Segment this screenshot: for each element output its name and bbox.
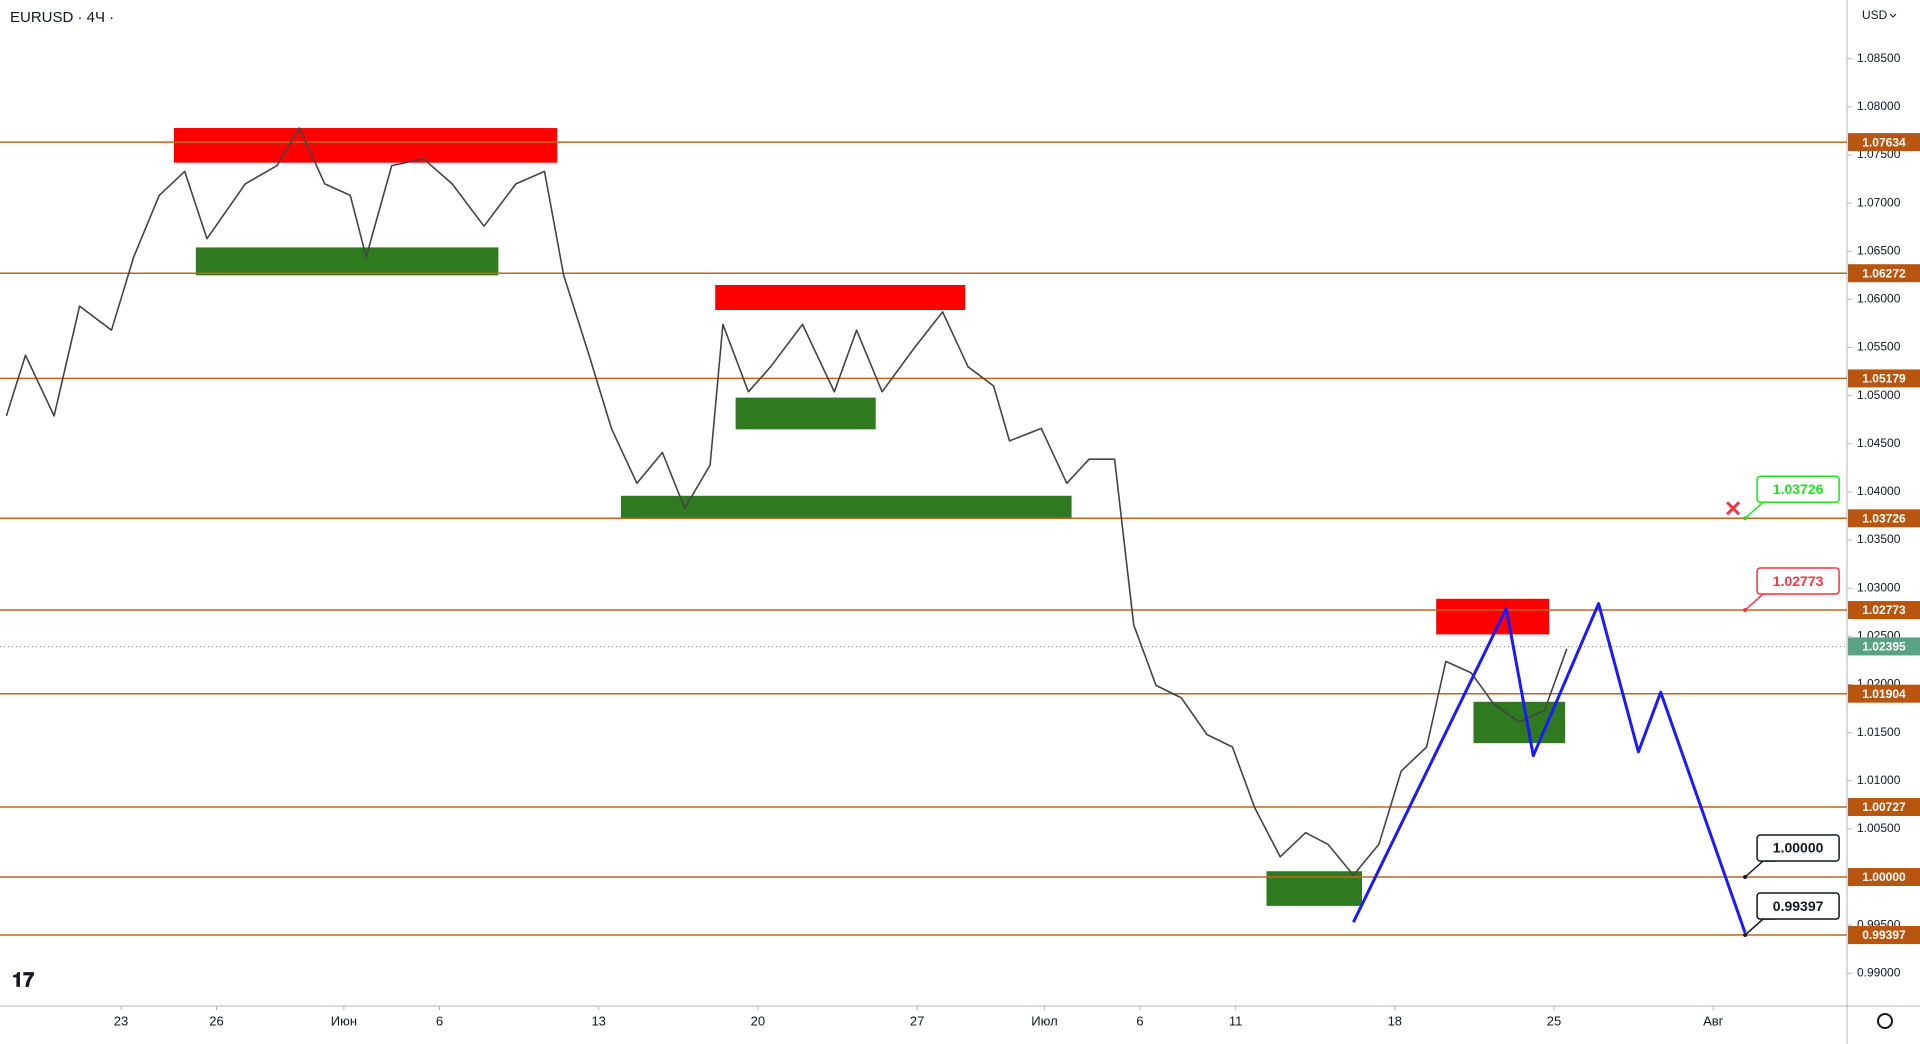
x-tick-label: 13 xyxy=(591,1013,605,1028)
plot: 0.990000.995001.000001.005001.010001.015… xyxy=(0,51,1920,1028)
callout-box xyxy=(1756,475,1840,504)
callout-anchor xyxy=(1743,875,1748,880)
y-tick-label: 1.07000 xyxy=(1857,195,1901,209)
y-tick-label: 1.06500 xyxy=(1857,243,1901,257)
y-tick-label: 1.08000 xyxy=(1857,99,1901,113)
zone xyxy=(715,284,966,310)
chart-title: EURUSD · 4Ч · xyxy=(10,9,114,26)
x-tick-label: Июл xyxy=(1031,1013,1057,1028)
x-tick-label: 11 xyxy=(1229,1013,1243,1028)
callout-label: 1.02773 xyxy=(1773,573,1824,589)
currency[interactable]: USD xyxy=(1862,8,1888,22)
y-tick-label: 1.05000 xyxy=(1857,388,1901,402)
callout-box xyxy=(1756,892,1840,920)
level-label: 1.03726 xyxy=(1862,511,1906,525)
y-tick-label: 1.03500 xyxy=(1857,532,1901,546)
last-price-label-bg xyxy=(1848,637,1920,656)
x-tick-label: 6 xyxy=(1136,1013,1143,1028)
currency-chevron xyxy=(1889,13,1897,18)
x-tick-label: 20 xyxy=(751,1013,765,1028)
level-label-bg xyxy=(1848,798,1920,817)
x-tick-label: 6 xyxy=(436,1013,443,1028)
level-label-bg xyxy=(1848,133,1920,152)
callout-label: 1.03726 xyxy=(1773,481,1824,497)
zone xyxy=(1436,598,1550,635)
zone xyxy=(195,247,499,276)
level-label: 1.05179 xyxy=(1862,372,1906,386)
callout-label: 1.00000 xyxy=(1773,840,1824,856)
y-tick-label: 1.03000 xyxy=(1857,580,1901,594)
cross-marker xyxy=(1726,501,1741,516)
level-label: 1.01904 xyxy=(1862,687,1906,701)
callout-box xyxy=(1756,567,1840,595)
x-tick-label: 18 xyxy=(1388,1013,1402,1028)
level-label: 1.00727 xyxy=(1862,800,1906,814)
y-tick-label: 1.04500 xyxy=(1857,436,1901,450)
x-tick-label: 23 xyxy=(114,1013,128,1028)
x-tick-label: 26 xyxy=(209,1013,223,1028)
callout-anchor xyxy=(1743,608,1748,613)
level-label-bg xyxy=(1848,369,1920,388)
callout-anchor xyxy=(1743,933,1748,938)
zone xyxy=(735,397,876,430)
zone xyxy=(173,128,558,163)
projection-line xyxy=(1352,602,1747,934)
y-tick-label: 0.99000 xyxy=(1857,965,1901,979)
y-tick-label: 1.04000 xyxy=(1857,484,1901,498)
price-line xyxy=(5,127,1568,876)
level-label: 1.07634 xyxy=(1862,135,1906,149)
level-label-bg xyxy=(1848,926,1920,945)
level-label-bg xyxy=(1848,601,1920,620)
x-tick-label: 25 xyxy=(1547,1013,1561,1028)
y-tick-label: 1.05500 xyxy=(1857,340,1901,354)
tv-logo: 𝟏𝟕 xyxy=(12,969,34,991)
level-label-bg xyxy=(1848,684,1920,703)
settings-icon[interactable] xyxy=(1877,1013,1893,1029)
zone xyxy=(620,495,1072,518)
level-label: 1.02773 xyxy=(1862,603,1906,617)
y-tick-label: 1.08500 xyxy=(1857,51,1901,65)
last-price-label: 1.02395 xyxy=(1862,640,1906,654)
callout-anchor xyxy=(1743,516,1748,521)
level-label: 1.00000 xyxy=(1862,870,1906,884)
y-tick-label: 1.00500 xyxy=(1857,821,1901,835)
y-tick-label: 1.01500 xyxy=(1857,725,1901,739)
x-tick-label: Июн xyxy=(331,1013,357,1028)
x-tick-label: Авг xyxy=(1703,1013,1724,1028)
callout-label: 0.99397 xyxy=(1773,898,1824,914)
logo: 𝟏𝟕 xyxy=(12,969,34,991)
callout-box xyxy=(1756,834,1840,862)
level-label: 0.99397 xyxy=(1862,928,1906,942)
level-label-bg xyxy=(1848,509,1920,528)
level-label-bg xyxy=(1848,868,1920,887)
y-tick-label: 1.01000 xyxy=(1857,773,1901,787)
level-label-bg xyxy=(1848,264,1920,283)
level-label: 1.06272 xyxy=(1862,266,1906,280)
x-tick-label: 27 xyxy=(910,1013,924,1028)
y-tick-label: 1.06000 xyxy=(1857,292,1901,306)
